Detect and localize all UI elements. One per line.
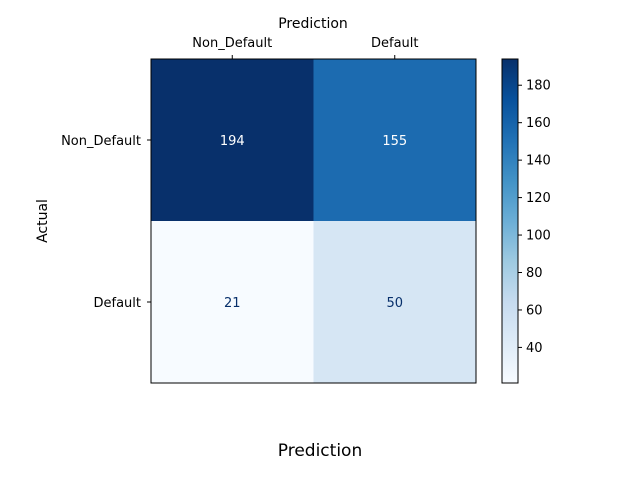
- cell-value-label: 194: [220, 134, 245, 149]
- heatmap-cell: [151, 59, 314, 221]
- y-tick-label: Default: [94, 296, 142, 311]
- heatmap-cells: 194 155 21 50: [151, 59, 476, 383]
- y-tick-label: Non_Default: [61, 134, 141, 149]
- colorbar-tick-label: 40: [526, 341, 543, 356]
- top-axis-title: Prediction: [278, 16, 348, 32]
- colorbar: [502, 59, 518, 383]
- colorbar-tick-label: 80: [526, 266, 543, 281]
- heatmap-cell: [151, 221, 314, 383]
- cell-value-label: 155: [382, 134, 407, 149]
- x-tick-label: Default: [371, 36, 419, 51]
- cell-value-label: 21: [224, 296, 241, 311]
- y-axis-label: Actual: [35, 199, 51, 243]
- x-tick-label: Non_Default: [192, 36, 272, 51]
- colorbar-ticks: 40 60 80 100 120 140 160 180: [518, 79, 551, 356]
- x-axis-ticks: Non_Default Default: [192, 36, 419, 59]
- colorbar-tick-label: 120: [526, 191, 551, 206]
- bottom-title: Prediction: [278, 441, 362, 461]
- plot-frame: [150, 58, 477, 384]
- colorbar-frame: [501, 58, 519, 384]
- heatmap-cell: [313, 221, 476, 383]
- colorbar-tick-label: 180: [526, 79, 551, 94]
- colorbar-tick-label: 160: [526, 116, 551, 131]
- colorbar-tick-label: 60: [526, 303, 543, 318]
- y-axis-ticks: Non_Default Default: [61, 134, 151, 311]
- colorbar-tick-label: 100: [526, 229, 551, 244]
- colorbar-tick-label: 140: [526, 154, 551, 169]
- heatmap-cell: [313, 59, 476, 221]
- cell-value-label: 50: [386, 296, 403, 311]
